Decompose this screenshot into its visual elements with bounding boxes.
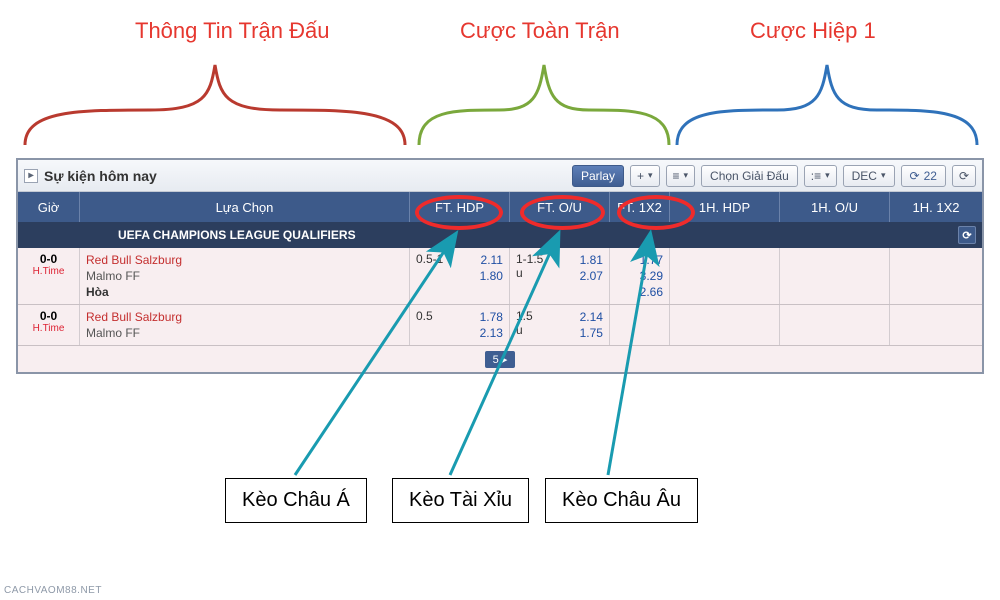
odds-format-button[interactable]: DEC▾	[843, 165, 895, 187]
col-ft1x2: FT. 1X2	[610, 192, 670, 222]
cell-ft1x2[interactable]	[610, 305, 670, 345]
parlay-button[interactable]: Parlay	[572, 165, 624, 187]
watermark: CACHVAOM88.NET	[4, 585, 102, 596]
refresh-icon: ⟳	[959, 169, 969, 183]
expand-icon[interactable]: ▸	[24, 169, 38, 183]
pager: 5 ▸	[18, 346, 982, 372]
callout-asian: Kèo Châu Á	[225, 478, 367, 523]
sort-button[interactable]: ≡▾	[666, 165, 696, 187]
league-refresh-icon[interactable]: ⟳	[958, 226, 976, 244]
cell-ftou[interactable]: 1.5u 2.141.75	[510, 305, 610, 345]
callout-european: Kèo Châu Âu	[545, 478, 698, 523]
page-button[interactable]: 5 ▸	[485, 351, 516, 368]
col-fthdp: FT. HDP	[410, 192, 510, 222]
col-1hou: 1H. O/U	[780, 192, 890, 222]
betting-panel: ▸ Sự kiện hôm nay Parlay +▾ ≡▾ Chọn Giải…	[16, 158, 984, 374]
choose-league-button[interactable]: Chọn Giải Đấu	[701, 165, 798, 187]
league-row: UEFA CHAMPIONS LEAGUE QUALIFIERS ⟳	[18, 222, 982, 248]
team-away[interactable]: Malmo FF	[86, 268, 403, 284]
panel-title: Sự kiện hôm nay	[44, 168, 157, 184]
refresh-button[interactable]: ⟳22	[901, 165, 946, 187]
cell-1hhdp[interactable]	[670, 305, 780, 345]
cell-1h1x2[interactable]	[890, 248, 982, 304]
brace-first-half	[672, 55, 982, 150]
col-1hhdp: 1H. HDP	[670, 192, 780, 222]
match-row: 0-0 H.Time Red Bull Salzburg Malmo FF 0.…	[18, 305, 982, 346]
col-pick: Lựa Chọn	[80, 192, 410, 222]
extra-refresh-button[interactable]: ⟳	[952, 165, 976, 187]
col-time: Giờ	[18, 192, 80, 222]
col-1h1x2: 1H. 1X2	[890, 192, 982, 222]
cell-ft1x2[interactable]: 1.77 3.29 2.66	[610, 248, 670, 304]
team-home[interactable]: Red Bull Salzburg	[86, 309, 403, 325]
cell-1h1x2[interactable]	[890, 305, 982, 345]
team-away[interactable]: Malmo FF	[86, 325, 403, 341]
col-ftou: FT. O/U	[510, 192, 610, 222]
label-match-info: Thông Tin Trận Đấu	[135, 18, 329, 44]
cell-fthdp[interactable]: 0.5 1.782.13	[410, 305, 510, 345]
list-button[interactable]: :≡▾	[804, 165, 837, 187]
callout-overunder: Kèo Tài Xỉu	[392, 478, 529, 523]
column-header-row: Giờ Lựa Chọn FT. HDP FT. O/U FT. 1X2 1H.…	[18, 192, 982, 222]
match-row: 0-0 H.Time Red Bull Salzburg Malmo FF Hò…	[18, 248, 982, 305]
cell-1hou[interactable]	[780, 305, 890, 345]
brace-match-info	[20, 55, 410, 150]
league-name: UEFA CHAMPIONS LEAGUE QUALIFIERS	[118, 228, 356, 242]
team-home[interactable]: Red Bull Salzburg	[86, 252, 403, 268]
cell-1hhdp[interactable]	[670, 248, 780, 304]
panel-header: ▸ Sự kiện hôm nay Parlay +▾ ≡▾ Chọn Giải…	[18, 160, 982, 192]
refresh-icon: ⟳	[910, 169, 920, 183]
add-button[interactable]: +▾	[630, 165, 660, 187]
cell-pick: Red Bull Salzburg Malmo FF Hòa	[80, 248, 410, 304]
label-full-time: Cược Toàn Trận	[460, 18, 620, 44]
label-first-half: Cược Hiệp 1	[750, 18, 876, 44]
cell-fthdp[interactable]: 0.5-1 2.111.80	[410, 248, 510, 304]
team-draw[interactable]: Hòa	[86, 284, 403, 300]
cell-pick: Red Bull Salzburg Malmo FF	[80, 305, 410, 345]
cell-time: 0-0 H.Time	[18, 305, 80, 345]
brace-full-time	[414, 55, 674, 150]
cell-1hou[interactable]	[780, 248, 890, 304]
cell-ftou[interactable]: 1-1.5u 1.812.07	[510, 248, 610, 304]
cell-time: 0-0 H.Time	[18, 248, 80, 304]
